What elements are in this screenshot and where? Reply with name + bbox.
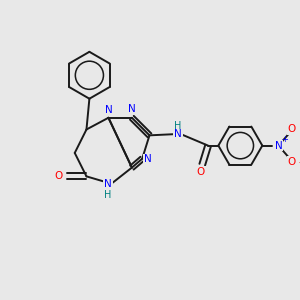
Text: +: +	[281, 135, 288, 144]
Text: N: N	[128, 104, 136, 114]
Text: N: N	[174, 130, 182, 140]
Text: -: -	[298, 157, 300, 167]
Text: H: H	[174, 121, 182, 131]
Text: H: H	[104, 190, 112, 200]
Text: O: O	[55, 171, 63, 182]
Text: N: N	[105, 105, 112, 115]
Text: O: O	[287, 124, 296, 134]
Text: N: N	[104, 179, 112, 189]
Text: O: O	[287, 157, 296, 167]
Text: N: N	[274, 141, 282, 151]
Text: N: N	[144, 154, 151, 164]
Text: O: O	[196, 167, 205, 177]
